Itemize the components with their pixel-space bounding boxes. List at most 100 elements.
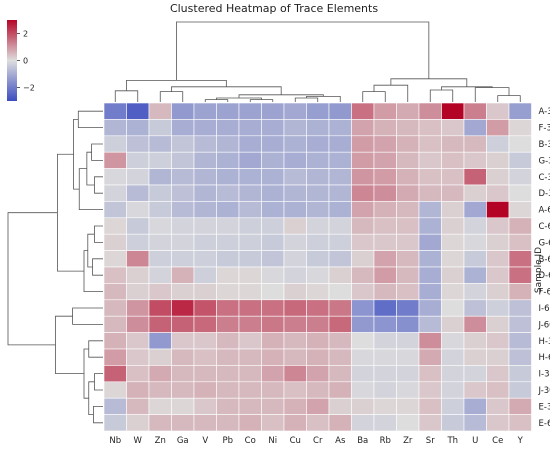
column-dendrogram-link — [390, 78, 468, 87]
heatmap-cell — [238, 315, 262, 333]
heatmap-cell — [306, 250, 330, 268]
heatmap-cell — [193, 168, 217, 186]
heatmap-cell — [238, 381, 262, 399]
heatmap-cell — [463, 250, 487, 268]
heatmap-cell — [261, 233, 285, 251]
column-label: Co — [245, 436, 256, 446]
heatmap-cell — [373, 299, 397, 317]
heatmap-cell — [328, 217, 352, 235]
column-label: Ce — [492, 436, 503, 446]
column-labels: Nb W Zn Ga V Pb Co Ni Cu Cr As Ba Rb Zr Sr Th U Ce Y — [109, 436, 523, 446]
heatmap-cell — [441, 381, 465, 399]
heatmap-cell — [216, 397, 240, 415]
heatmap-cell — [418, 135, 442, 153]
heatmap-cell — [261, 381, 285, 399]
heatmap-cell — [148, 135, 172, 153]
heatmap-cell — [508, 266, 532, 284]
heatmap-cell — [103, 119, 127, 137]
heatmap-cell — [216, 250, 240, 268]
heatmap-cell — [126, 250, 150, 268]
heatmap-cell — [103, 233, 127, 251]
row-dendrogram-link — [73, 119, 80, 190]
heatmap-cell — [306, 283, 330, 301]
heatmap-cell — [306, 381, 330, 399]
column-label: Cu — [290, 436, 301, 446]
heatmap-cell — [463, 102, 487, 120]
row-label: I-60 — [539, 304, 550, 314]
heatmap-cell — [171, 233, 195, 251]
heatmap-cell — [103, 135, 127, 153]
heatmap-cell — [193, 135, 217, 153]
heatmap-cell — [306, 151, 330, 169]
column-label: W — [134, 436, 143, 446]
heatmap-cell — [418, 332, 442, 350]
column-dendrogram-link — [126, 80, 227, 91]
heatmap-cell — [238, 201, 262, 219]
heatmap-cell — [261, 397, 285, 415]
row-dendrogram-link — [78, 168, 103, 210]
heatmap-cell — [126, 102, 150, 120]
heatmap-cell — [283, 217, 307, 235]
heatmap-cell — [193, 365, 217, 383]
row-label: B-30 — [539, 140, 550, 150]
heatmap-cell — [103, 283, 127, 301]
heatmap-cell — [351, 283, 375, 301]
heatmap-cell — [373, 168, 397, 186]
heatmap-cell — [418, 348, 442, 366]
heatmap-cell — [148, 184, 172, 202]
heatmap-cell — [238, 250, 262, 268]
heatmap-cell — [103, 102, 127, 120]
heatmap-cell — [171, 414, 195, 432]
heatmap-cell — [126, 414, 150, 432]
heatmap-cell — [396, 365, 420, 383]
heatmap-cell — [238, 217, 262, 235]
heatmap-cell — [216, 233, 240, 251]
heatmap-cell — [373, 184, 397, 202]
heatmap-cell — [351, 348, 375, 366]
heatmap-cell — [328, 233, 352, 251]
column-dendrogram-link — [373, 84, 409, 102]
heatmap-cell — [508, 348, 532, 366]
heatmap-cell — [126, 381, 150, 399]
heatmap-cell — [396, 135, 420, 153]
heatmap-cell — [306, 414, 330, 432]
heatmap-cell — [126, 151, 150, 169]
heatmap-cell — [103, 151, 127, 169]
column-label: Cr — [313, 436, 323, 446]
heatmap-cell — [396, 184, 420, 202]
heatmap-cell — [171, 151, 195, 169]
heatmap-cell — [238, 397, 262, 415]
heatmap-cell — [171, 168, 195, 186]
heatmap-cell — [306, 233, 330, 251]
y-axis-label: Sample ID — [534, 247, 544, 293]
heatmap-cell — [373, 365, 397, 383]
heatmap-cell — [126, 365, 150, 383]
heatmap-cell — [261, 217, 285, 235]
heatmap-cell — [283, 201, 307, 219]
heatmap-cell — [351, 332, 375, 350]
heatmap-cell — [306, 102, 330, 120]
heatmap-cell — [306, 184, 330, 202]
row-dendrogram-link — [57, 153, 84, 272]
heatmap-cell — [508, 151, 532, 169]
column-label: Sr — [426, 436, 435, 446]
heatmap-cell — [351, 102, 375, 120]
heatmap-cell — [103, 266, 127, 284]
heatmap-cell — [486, 315, 510, 333]
heatmap-cell — [171, 250, 195, 268]
heatmap-cells — [103, 102, 532, 432]
heatmap-cell — [508, 184, 532, 202]
heatmap-cell — [373, 266, 397, 284]
heatmap-cell — [283, 233, 307, 251]
heatmap-cell — [193, 102, 217, 120]
colorbar-tick-label: −2 — [23, 84, 35, 93]
heatmap-cell — [103, 332, 127, 350]
heatmap-cell — [283, 168, 307, 186]
heatmap-cell — [148, 233, 172, 251]
heatmap-cell — [103, 397, 127, 415]
column-label: V — [202, 436, 208, 446]
row-label: E-30 — [539, 402, 550, 412]
heatmap-cell — [373, 119, 397, 137]
heatmap-cell — [171, 135, 195, 153]
heatmap-cell — [463, 201, 487, 219]
